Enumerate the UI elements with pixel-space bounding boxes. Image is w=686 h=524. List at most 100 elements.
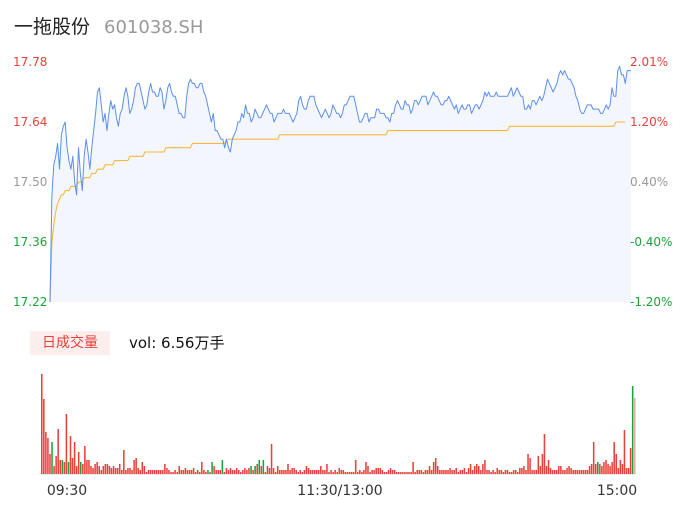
volume-bar (123, 450, 125, 474)
volume-bar (293, 468, 295, 474)
volume-bar (605, 460, 607, 474)
volume-bar (112, 466, 115, 474)
volume-bar (504, 470, 507, 474)
volume-bar (262, 460, 265, 474)
volume-bar (69, 436, 72, 474)
price-area (50, 66, 631, 302)
volume-bar (467, 468, 470, 474)
volume-bar (553, 470, 556, 474)
volume-bar (106, 464, 109, 474)
volume-bar (434, 458, 437, 474)
y-tick-left: 17.50 (13, 175, 47, 189)
volume-bar (457, 472, 460, 474)
volume-bar (114, 468, 117, 474)
volume-bar (330, 470, 332, 474)
volume-bar (55, 456, 57, 474)
y-tick-left: 17.64 (13, 115, 47, 129)
volume-bar (463, 468, 466, 474)
volume-bar (313, 470, 316, 474)
volume-bar (240, 472, 242, 474)
volume-bar (574, 470, 576, 474)
volume-bar (459, 470, 462, 474)
volume-bar (523, 466, 525, 474)
volume-bar (508, 472, 511, 474)
volume-bar (139, 470, 142, 474)
volume-bar (621, 464, 624, 474)
volume-bar (328, 472, 330, 474)
volume-bar (53, 466, 55, 474)
volume-bar (192, 468, 195, 474)
volume-bar (137, 468, 139, 474)
volume-bar (430, 470, 433, 474)
volume-bar (611, 462, 613, 474)
volume-bar (283, 470, 285, 474)
volume-bar (506, 470, 509, 474)
volume-bar (235, 468, 238, 474)
x-tick-label: 15:00 (597, 483, 637, 499)
volume-bar (582, 470, 585, 474)
volume-bar (449, 468, 451, 474)
stock-name: 一拖股份 (14, 16, 91, 38)
volume-bar (486, 470, 488, 474)
volume-bar (84, 446, 86, 474)
volume-bar (512, 470, 515, 474)
volume-bar (143, 466, 146, 474)
volume-bar (348, 472, 351, 474)
volume-bar (633, 398, 636, 474)
volume-bar (180, 470, 183, 474)
volume-bar (443, 470, 445, 474)
volume-bar (586, 470, 589, 474)
volume-bar (389, 468, 392, 474)
volume-bar (65, 414, 68, 474)
volume-tag[interactable]: 日成交量 (30, 331, 110, 355)
volume-bar (297, 472, 300, 474)
volume-bar (549, 468, 552, 474)
volume-bar (502, 472, 505, 474)
volume-bar (82, 464, 84, 474)
volume-bar (133, 460, 135, 474)
volume-bar (305, 466, 308, 474)
y-tick-right: -0.40% (630, 235, 672, 249)
volume-bar (597, 462, 599, 474)
volume-bar (151, 470, 154, 474)
y-tick-right: -1.20% (630, 295, 672, 309)
volume-bar (363, 470, 365, 474)
volume-bar (631, 386, 634, 474)
volume-bar (96, 462, 98, 474)
volume-bar (373, 470, 375, 474)
volume-bar (379, 468, 382, 474)
volume-bar (336, 472, 338, 474)
volume-bar (629, 448, 632, 474)
volume-bar (213, 466, 215, 474)
volume-bar (356, 472, 359, 474)
volume-bar (256, 464, 258, 474)
volume-bar (519, 468, 521, 474)
volume-bar (182, 470, 185, 474)
volume-bar (402, 472, 404, 474)
volume-bar (406, 472, 408, 474)
volume-bar (118, 464, 121, 474)
volume-bar (166, 468, 168, 474)
volume-bar (155, 470, 158, 474)
volume-bar (594, 464, 597, 474)
volume-bar (322, 470, 324, 474)
volume-bar (201, 462, 203, 474)
volume-bar (381, 470, 384, 474)
volume-bar (88, 460, 90, 474)
volume-bar (190, 470, 193, 474)
volume-bar (188, 470, 191, 474)
volume-bar (404, 472, 406, 474)
volume-bar (576, 470, 579, 474)
volume-bar (129, 468, 131, 474)
volume-bar (90, 466, 92, 474)
volume-bar (455, 468, 457, 474)
volume-bar (174, 470, 176, 474)
volume-bar (102, 466, 105, 474)
volume-bar (451, 470, 453, 474)
volume-bar (207, 470, 209, 474)
volume-bar (309, 470, 312, 474)
volume-bar (494, 472, 496, 474)
volume-bar (461, 470, 464, 474)
volume-bar (205, 472, 207, 474)
volume-bar (215, 470, 217, 474)
